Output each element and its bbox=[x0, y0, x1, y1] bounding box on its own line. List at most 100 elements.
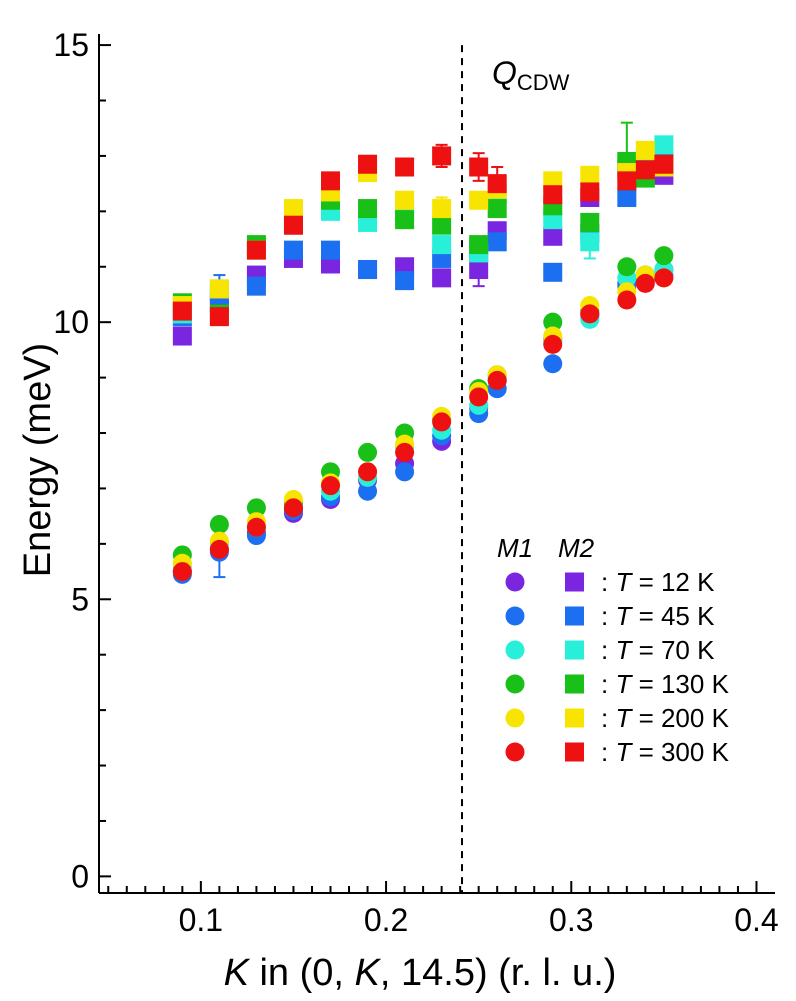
data-point-circle bbox=[209, 514, 229, 534]
legend-circle-marker bbox=[505, 572, 525, 592]
legend-square-marker bbox=[565, 606, 584, 626]
x-tick-label: 0.1 bbox=[179, 902, 223, 938]
legend-label: : T = 70 K bbox=[601, 635, 715, 665]
data-point-circle bbox=[487, 370, 507, 390]
legend-label: : T = 130 K bbox=[601, 669, 730, 699]
data-point-square bbox=[617, 171, 637, 191]
data-point-square bbox=[654, 154, 674, 174]
series-m1-300k bbox=[172, 268, 674, 582]
qcdw-q: Q bbox=[492, 55, 517, 91]
qcdw-annotation: QCDW bbox=[492, 55, 570, 95]
x-tick-label: 0.4 bbox=[734, 902, 778, 938]
data-point-square bbox=[469, 190, 489, 210]
qcdw-subscript: CDW bbox=[517, 70, 570, 95]
legend-square-marker bbox=[565, 742, 584, 762]
legend-label: : T = 12 K bbox=[601, 567, 715, 597]
data-point-circle bbox=[358, 481, 378, 501]
data-point-circle bbox=[432, 412, 452, 432]
data-point-square bbox=[246, 240, 266, 260]
legend-item: : T = 130 K bbox=[505, 669, 730, 699]
data-point-circle bbox=[358, 442, 378, 462]
data-point-square bbox=[469, 235, 489, 255]
data-point-square bbox=[209, 279, 229, 299]
data-point-square bbox=[246, 276, 266, 296]
data-point-square bbox=[543, 226, 563, 246]
data-point-circle bbox=[654, 268, 674, 288]
y-tick-label: 5 bbox=[71, 581, 89, 617]
legend-item: : T = 300 K bbox=[505, 737, 730, 767]
data-point-circle bbox=[580, 304, 600, 324]
data-point-square bbox=[358, 199, 378, 219]
legend-header-m2: M2 bbox=[558, 533, 595, 563]
data-point-square bbox=[580, 212, 600, 232]
data-point-square bbox=[432, 268, 452, 288]
data-point-square bbox=[321, 240, 341, 260]
legend-circle-marker bbox=[505, 708, 525, 728]
data-point-circle bbox=[321, 476, 341, 496]
legend-item: : T = 45 K bbox=[505, 601, 715, 631]
series-m2-300k bbox=[172, 146, 674, 327]
x-axis-label: K in (0, K, 14.5) (r. l. u.) bbox=[224, 952, 617, 994]
data-point-square bbox=[580, 232, 600, 252]
data-point-circle bbox=[395, 462, 415, 482]
y-tick-label: 10 bbox=[53, 304, 89, 340]
data-point-circle bbox=[654, 246, 674, 266]
data-point-square bbox=[580, 182, 600, 202]
data-point-circle bbox=[635, 273, 655, 293]
y-axis-label: Energy (meV) bbox=[17, 343, 59, 577]
data-point-circle bbox=[395, 442, 415, 462]
data-point-square bbox=[580, 165, 600, 185]
data-point-circle bbox=[209, 539, 229, 559]
data-point-square bbox=[469, 260, 489, 280]
data-point-circle bbox=[617, 257, 637, 277]
data-point-circle bbox=[469, 387, 489, 407]
legend-label: : T = 200 K bbox=[601, 703, 730, 733]
data-point-square bbox=[654, 135, 674, 155]
legend-square-marker bbox=[565, 708, 584, 728]
data-point-circle bbox=[358, 462, 378, 482]
x-tick-label: 0.2 bbox=[364, 902, 408, 938]
data-point-square bbox=[172, 326, 192, 346]
data-point-circle bbox=[543, 312, 563, 332]
data-point-square bbox=[283, 215, 303, 235]
data-point-square bbox=[283, 199, 303, 219]
data-point-square bbox=[635, 160, 655, 180]
legend-label: : T = 45 K bbox=[601, 601, 715, 631]
data-point-square bbox=[543, 262, 563, 282]
data-point-square bbox=[432, 235, 452, 255]
legend-square-marker bbox=[565, 572, 584, 592]
plot-frame bbox=[98, 34, 775, 894]
legend-circle-marker bbox=[505, 742, 525, 762]
data-point-square bbox=[395, 157, 415, 177]
data-point-square bbox=[395, 271, 415, 291]
data-point-square bbox=[321, 171, 341, 191]
legend-header-m1: M1 bbox=[497, 533, 533, 563]
data-point-circle bbox=[172, 562, 192, 582]
legend-rows: : T = 12 K : T = 45 K : T = 70 K : T = 130 … bbox=[505, 567, 730, 767]
data-point-square bbox=[358, 260, 378, 280]
data-point-square bbox=[543, 185, 563, 205]
legend-label: : T = 300 K bbox=[601, 737, 730, 767]
legend-square-marker bbox=[565, 674, 584, 694]
legend-item: : T = 200 K bbox=[505, 703, 730, 733]
data-point-square bbox=[395, 190, 415, 210]
legend-item: : T = 70 K bbox=[505, 635, 715, 665]
y-tick-label: 15 bbox=[53, 27, 89, 63]
data-point-square bbox=[432, 199, 452, 219]
data-point-circle bbox=[283, 498, 303, 518]
data-point-circle bbox=[543, 354, 563, 374]
data-point-square bbox=[172, 301, 192, 321]
data-point-square bbox=[432, 215, 452, 235]
legend-item: : T = 12 K bbox=[505, 567, 715, 597]
data-point-square bbox=[358, 154, 378, 174]
data-point-square bbox=[487, 174, 507, 194]
data-point-circle bbox=[246, 517, 266, 537]
data-markers bbox=[172, 135, 674, 584]
legend-circle-marker bbox=[505, 640, 525, 660]
data-point-circle bbox=[543, 334, 563, 354]
data-point-circle bbox=[246, 498, 266, 518]
data-point-square bbox=[487, 232, 507, 252]
axis-ticks: 0 5 10 15 0.1 0.2 0.3 0.4 bbox=[53, 27, 778, 938]
legend-square-marker bbox=[565, 640, 584, 660]
